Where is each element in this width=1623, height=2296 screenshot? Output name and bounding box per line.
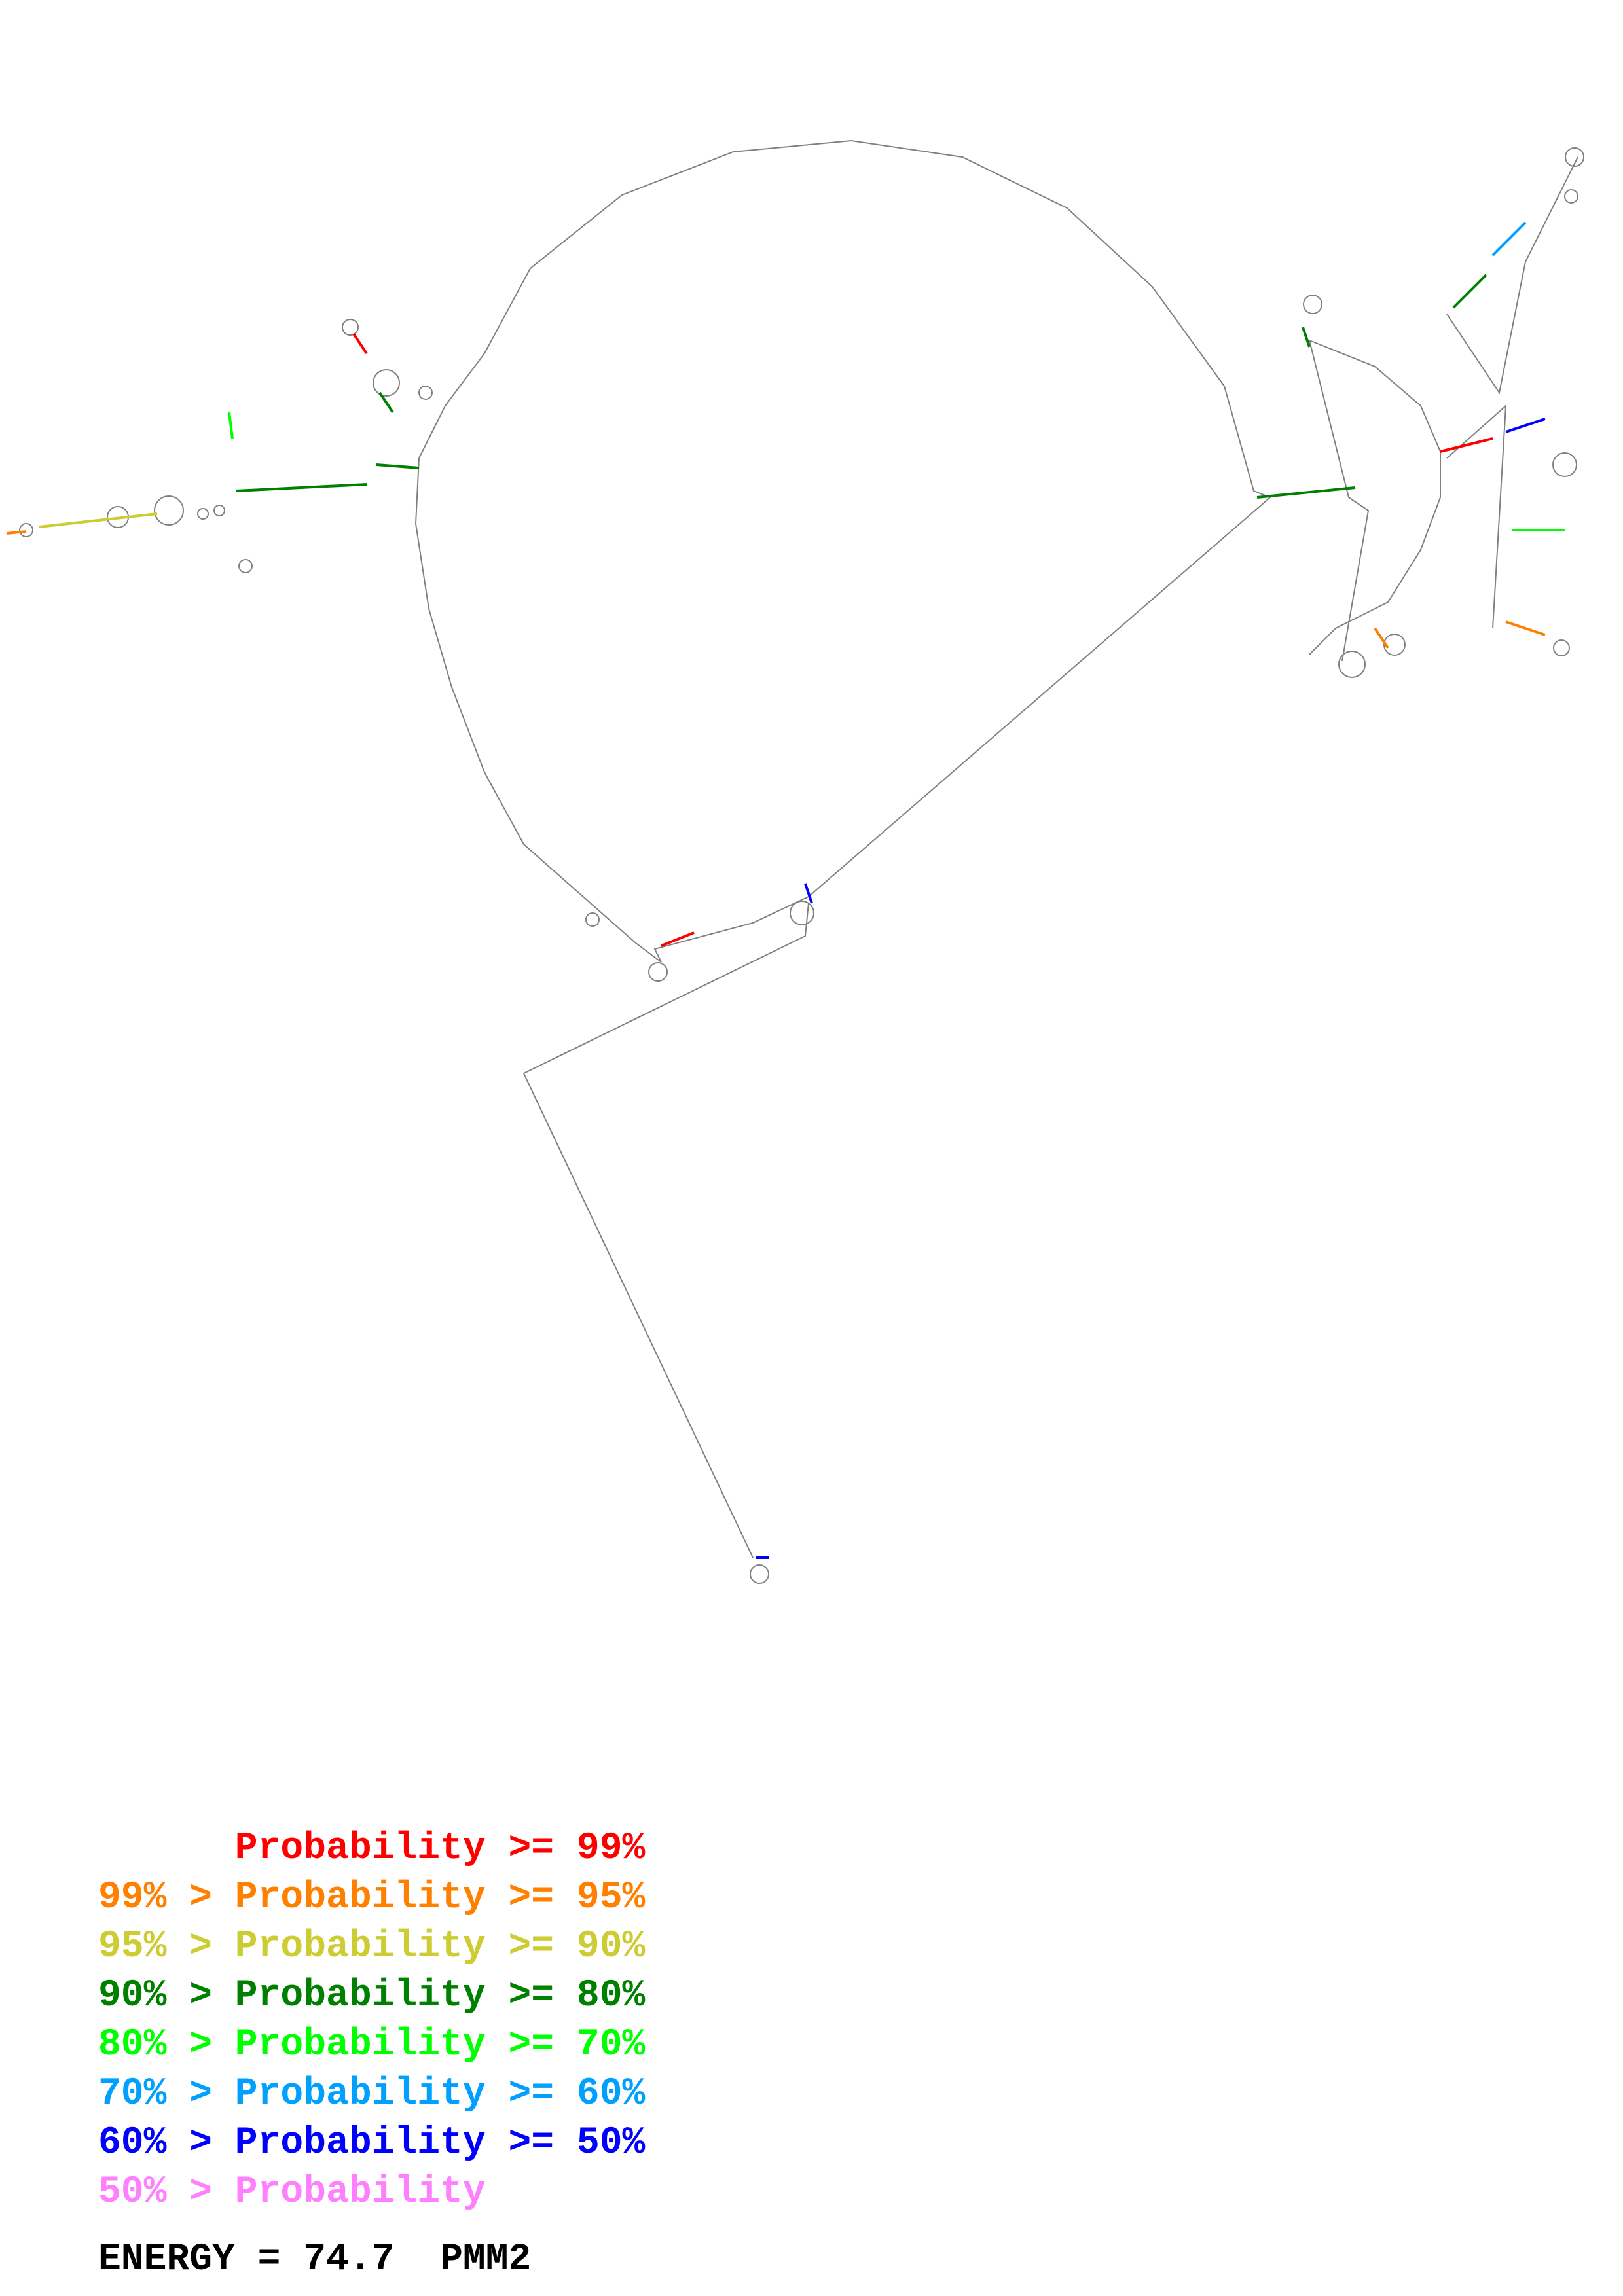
legend-suffix: >= 60%: [508, 2073, 646, 2115]
hairpin-loop: [1338, 651, 1366, 678]
hairpin-loop: [1553, 639, 1570, 656]
helix: [352, 332, 368, 355]
legend-label: Probability: [234, 2073, 486, 2115]
legend-suffix: >= 50%: [508, 2122, 646, 2164]
hairpin-loop: [750, 1564, 769, 1584]
hairpin-loop: [213, 505, 225, 516]
helix: [1302, 327, 1311, 348]
legend-suffix: >= 80%: [508, 1975, 646, 2017]
helices: [6, 221, 1565, 1559]
helix: [1256, 486, 1356, 499]
hairpin-loop: [790, 901, 814, 925]
legend-row: 95% > Probability >= 90%: [98, 1928, 645, 1967]
legend-label: Probability: [234, 1827, 486, 1870]
hairpin-loop: [648, 962, 668, 982]
legend-row: Probability >= 99%: [98, 1827, 646, 1870]
gene-name: PMM2: [440, 2238, 532, 2281]
legend-label: Probability: [234, 1975, 486, 2017]
hairpin-loops: [19, 147, 1584, 1584]
legend-row: 50% > Probability: [98, 2173, 508, 2212]
legend-prefix: 95% >: [98, 1926, 213, 1968]
hairpin-loop: [373, 369, 400, 397]
hairpin-loop: [1552, 452, 1577, 477]
helix: [39, 512, 158, 528]
backbone-tail: [522, 903, 809, 1558]
energy-label: ENERGY = 74.7 PMM2: [98, 2238, 531, 2281]
helix: [235, 483, 367, 492]
legend-suffix: >= 99%: [508, 1827, 646, 1870]
legend-suffix: >= 70%: [508, 2024, 646, 2066]
hairpin-loop: [19, 523, 33, 537]
backbone-right-branch: [1446, 404, 1507, 629]
hairpin-loop: [154, 495, 184, 526]
helix: [661, 931, 695, 947]
helix: [1452, 274, 1487, 309]
legend-row: 99% > Probability >= 95%: [98, 1878, 645, 1918]
hairpin-loop: [1564, 189, 1578, 204]
legend-prefix: 90% >: [98, 1975, 213, 2017]
legend-label: Probability: [234, 2024, 486, 2066]
legend-row: 80% > Probability >= 70%: [98, 2026, 645, 2065]
legend-row: 70% > Probability >= 60%: [98, 2075, 645, 2114]
helix: [1440, 437, 1493, 453]
legend-label: Probability: [234, 2122, 486, 2164]
backbone-path: [414, 139, 1578, 1558]
hairpin-loop: [585, 912, 600, 927]
legend-row: 60% > Probability >= 50%: [98, 2124, 645, 2163]
backbone-right-loop: [1309, 340, 1441, 655]
helix: [1505, 620, 1546, 636]
legend-prefix: 50% >: [98, 2171, 213, 2214]
backbone-top-right: [1446, 156, 1578, 395]
legend-prefix: 60% >: [98, 2122, 213, 2164]
helix: [228, 412, 234, 439]
legend-label: Probability: [234, 1876, 486, 1919]
helix: [1491, 221, 1527, 257]
hairpin-loop: [342, 319, 359, 336]
legend-prefix: 80% >: [98, 2024, 213, 2066]
legend-suffix: >= 95%: [508, 1876, 646, 1919]
backbone-multiloop: [414, 139, 1271, 963]
hairpin-loop: [1383, 634, 1406, 656]
helix: [1505, 418, 1546, 433]
legend-label: Probability: [234, 1926, 486, 1968]
helix: [378, 391, 394, 414]
hairpin-loop: [418, 386, 433, 400]
helix: [804, 883, 813, 904]
legend-row: 90% > Probability >= 80%: [98, 1977, 645, 2016]
hairpin-loop: [1565, 147, 1584, 167]
legend-label: Probability: [234, 2171, 486, 2214]
helix: [6, 530, 27, 535]
energy-value: ENERGY = 74.7: [98, 2238, 395, 2281]
rna-secondary-structure-diagram: [6, 139, 1584, 1584]
hairpin-loop: [1303, 295, 1322, 314]
hairpin-loop: [238, 559, 253, 573]
legend-suffix: >= 90%: [508, 1926, 646, 1968]
legend-prefix: 99% >: [98, 1876, 213, 1919]
hairpin-loop: [197, 508, 209, 520]
legend-prefix: 70% >: [98, 2073, 213, 2115]
helix: [1374, 627, 1389, 649]
backbone-right-stem: [1309, 340, 1370, 662]
helix: [376, 463, 420, 469]
